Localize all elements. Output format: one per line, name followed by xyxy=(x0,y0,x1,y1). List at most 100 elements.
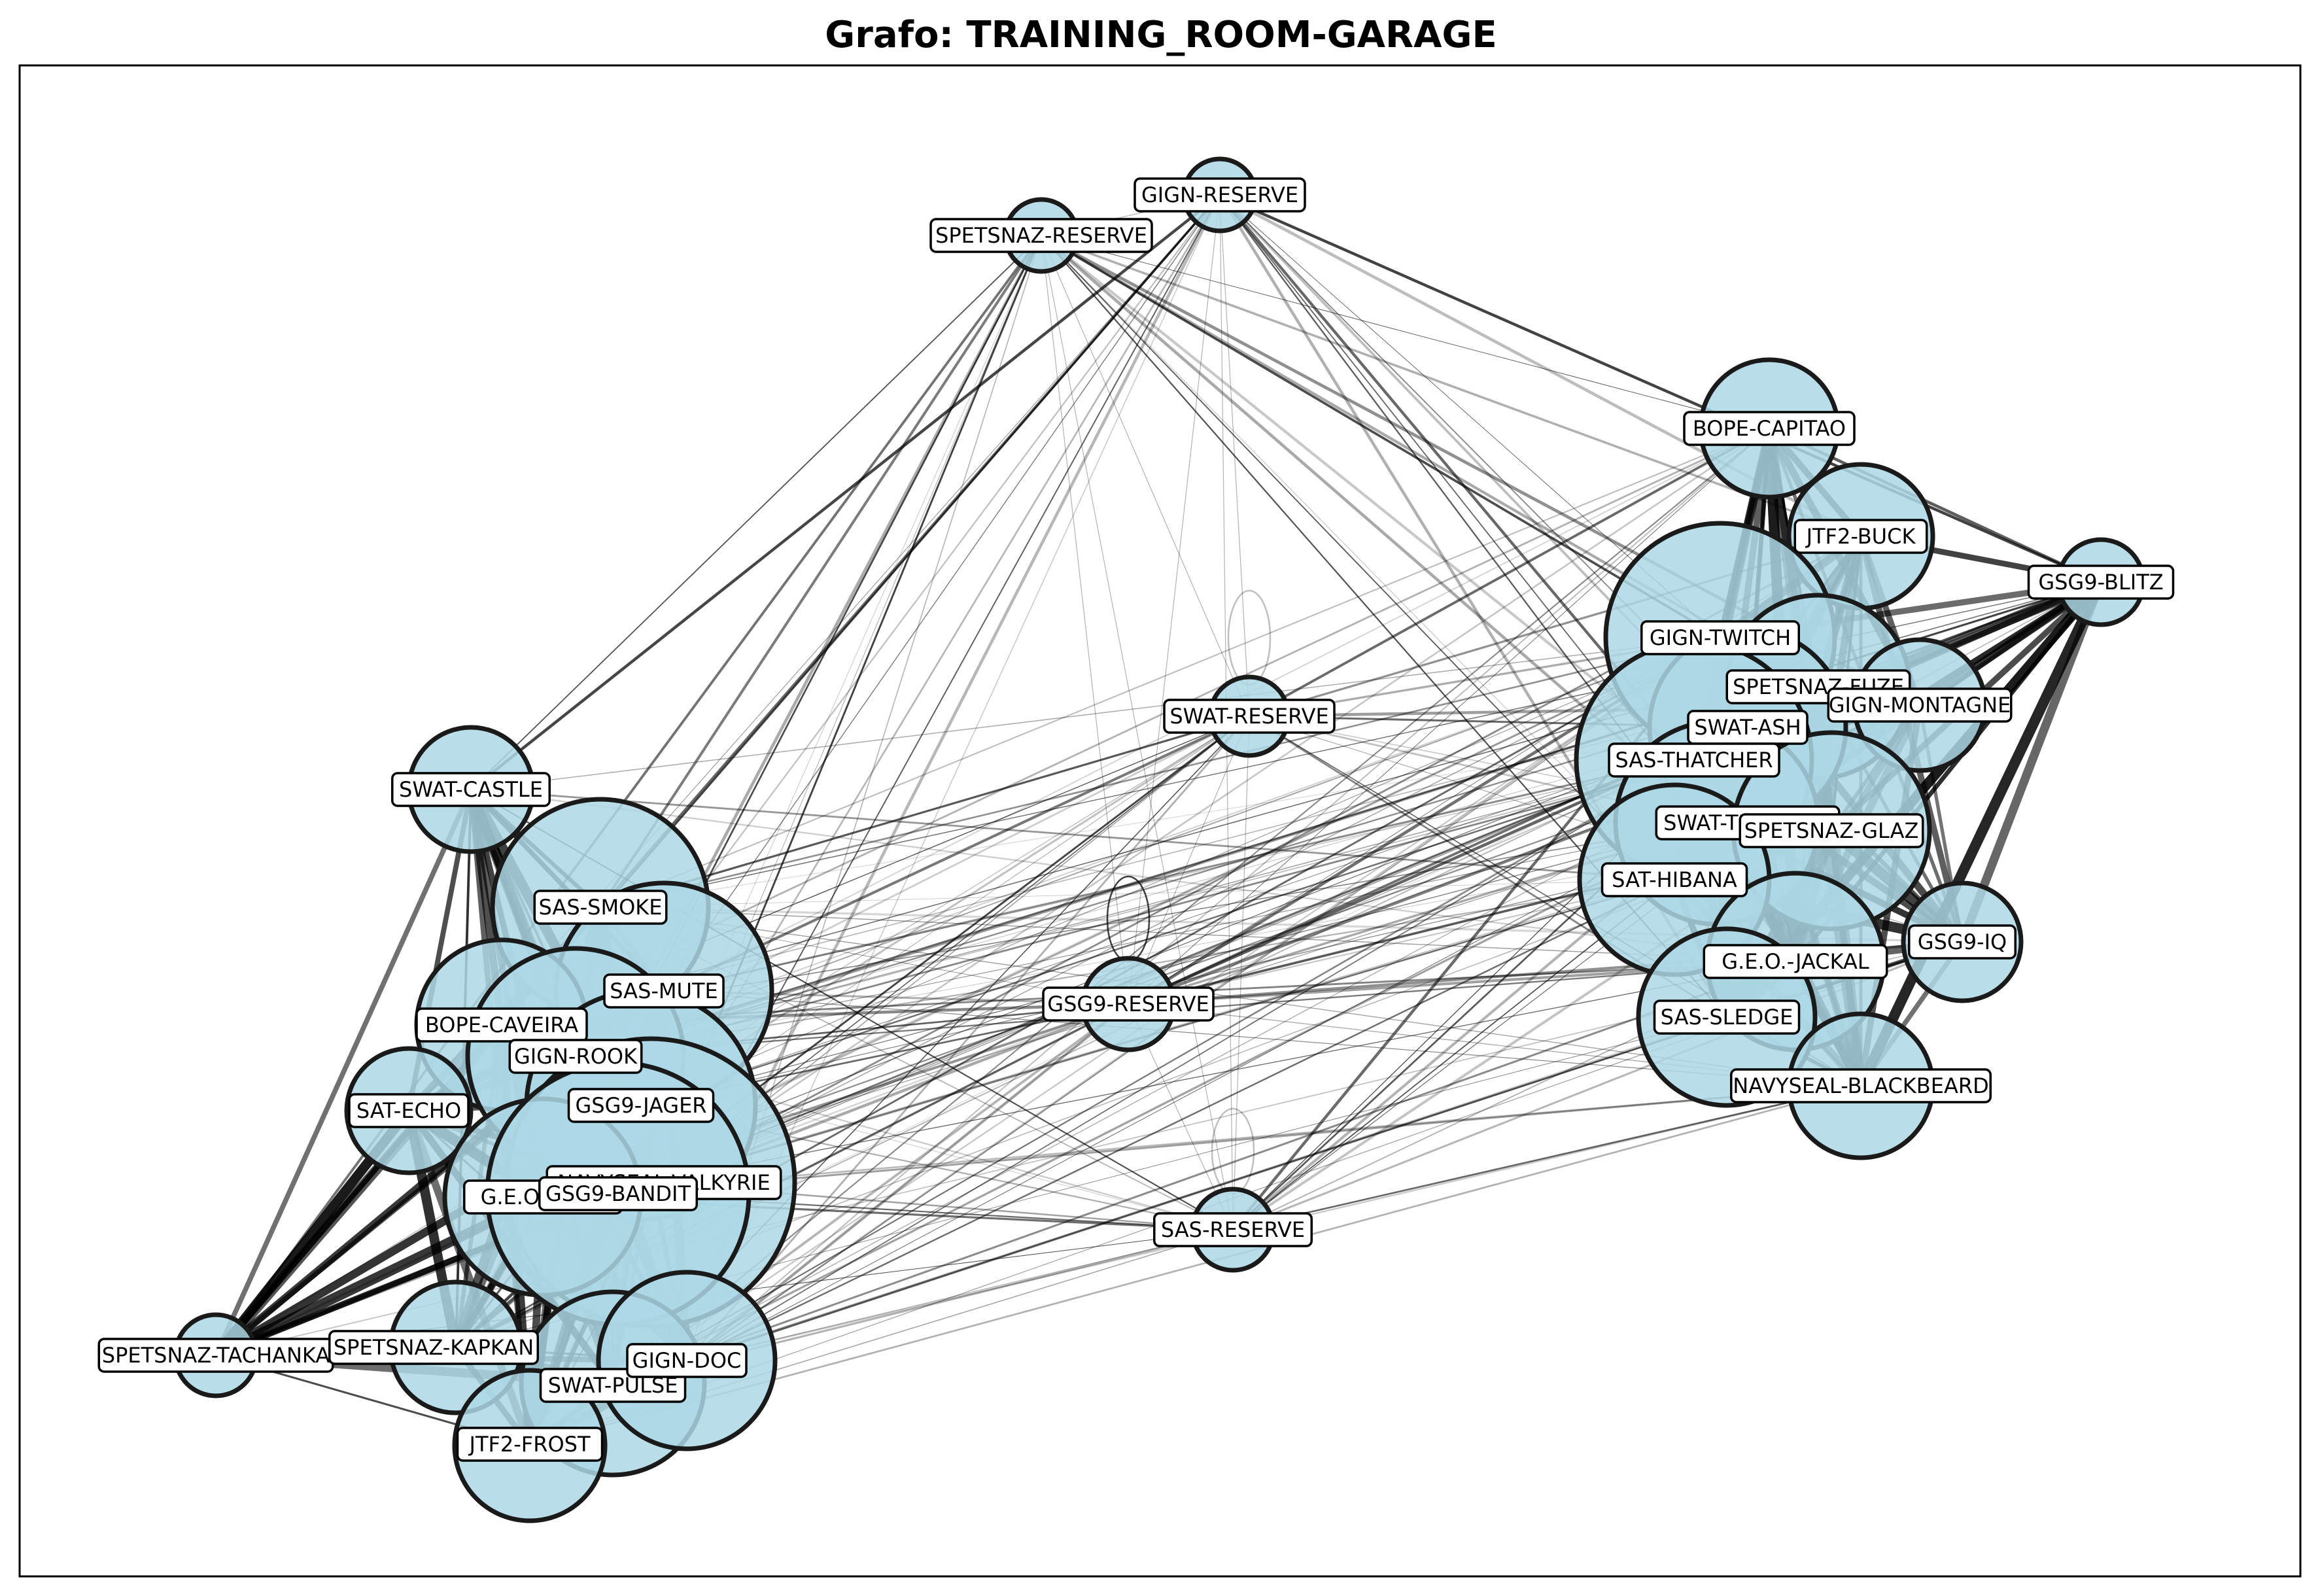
plot-frame xyxy=(18,64,2302,1578)
node-label-box xyxy=(1703,944,1888,979)
node-label-box xyxy=(1134,177,1306,213)
node-label-box xyxy=(1730,1068,1992,1103)
node-label-box xyxy=(456,1427,604,1462)
edge-SAS-SMOKE-SWAT-ASH xyxy=(600,727,1748,908)
edge-SPETSNAZ-RESERVE-SWAT-RESERVE xyxy=(1041,235,1250,717)
node-label-box xyxy=(1163,699,1336,734)
edge-GIGN-RESERVE-SWAT-CASTLE xyxy=(470,194,1221,791)
node-label-jtf2-buck: JTF2-BUCK xyxy=(1793,519,1928,554)
edge-SPETSNAZ-RESERVE-JTF2-BUCK xyxy=(1041,234,1861,538)
edge-SAS-SMOKE-GIGN-TWITCH xyxy=(600,636,1721,909)
node-label-text: SAS-MUTE xyxy=(610,979,718,1003)
edge-GIGN-DOC-SAS-SLEDGE xyxy=(686,1016,1727,1362)
node-label-g.e.o.-jackal: G.E.O.-JACKAL xyxy=(1703,944,1888,979)
node-label-text: GSG9-RESERVE xyxy=(1047,992,1209,1016)
node-label-sas-mute: SAS-MUTE xyxy=(603,973,725,1009)
node-label-spetsnaz-glaz: SPETSNAZ-GLAZ xyxy=(1739,813,1924,848)
node-label-sas-sledge: SAS-SLEDGE xyxy=(1653,999,1801,1035)
edge-SWAT-RESERVE-SAS-SMOKE xyxy=(600,715,1250,909)
node-label-box xyxy=(415,1007,588,1043)
node-label-bope-capitao: BOPE-CAPITAO xyxy=(1683,411,1856,446)
node-label-sat-hibana: SAT-HIBANA xyxy=(1601,862,1748,897)
node-label-spetsnaz-reserve: SPETSNAZ-RESERVE xyxy=(929,218,1153,253)
edge-SWAT-PULSE-SAS-THATCHER xyxy=(612,759,1695,1384)
node-label-gign-rook: GIGN-ROOK xyxy=(508,1039,643,1074)
node-label-box xyxy=(391,772,551,807)
node-label-sas-thatcher: SAS-THATCHER xyxy=(1608,742,1780,778)
node-label-gsg9-bandit: GSG9-BANDIT xyxy=(538,1176,698,1211)
node-label-box xyxy=(538,1176,698,1211)
node-label-swat-ash: SWAT-ASH xyxy=(1687,710,1809,745)
node-label-text: SAT-ECHO xyxy=(356,1098,461,1123)
edge-SWAT-CASTLE-G.E.O.-JACKAL xyxy=(470,788,1796,963)
node-label-text: GIGN-ROOK xyxy=(514,1044,638,1069)
edge-SWAT-RESERVE-GSG9-RESERVE xyxy=(1128,716,1250,1005)
node-label-box xyxy=(1042,986,1215,1022)
node-label-text: SAS-SMOKE xyxy=(539,895,663,920)
node-label-gign-montagne: GIGN-MONTAGNE xyxy=(1827,687,2013,723)
node-label-spetsnaz-fuze: SPETSNAZ-FUZE xyxy=(1725,669,1911,704)
edge-GSG9-RESERVE-BOPE-CAPITAO xyxy=(1128,428,1770,1005)
edge-GIGN-DOC-SAS-THATCHER xyxy=(686,759,1695,1361)
edge-GSG9-RESERVE-GIGN-DOC xyxy=(685,1003,1130,1362)
node-label-text: GIGN-TWITCH xyxy=(1650,625,1791,650)
edge-SPETSNAZ-RESERVE-GSG9-RESERVE xyxy=(1041,235,1129,1005)
node-label-text: SPETSNAZ-RESERVE xyxy=(935,223,1147,248)
edge-SPETSNAZ-RESERVE-SAT-HIBANA xyxy=(1041,235,1675,880)
edge-SPETSNAZ-RESERVE-SAS-SMOKE xyxy=(599,234,1043,909)
edge-SPETSNAZ-RESERVE-SWAT-CASTLE xyxy=(470,235,1042,790)
node-label-spetsnaz-kapkan: SPETSNAZ-KAPKAN xyxy=(328,1330,539,1365)
node-label-text: JTF2-FROST xyxy=(468,1432,591,1457)
node-label-sas-smoke: SAS-SMOKE xyxy=(533,890,668,925)
edge-GSG9-BLITZ-NAVYSEAL-BLACKBEARD xyxy=(1856,580,2106,1088)
edge-GIGN-DOC-SWAT-ASH xyxy=(686,727,1748,1361)
edge-NAVYSEAL-VALKYRIE-G.E.O.-JACKAL xyxy=(650,961,1796,1183)
node-label-swat-reserve: SWAT-RESERVE xyxy=(1163,699,1336,734)
node-label-text: JTF2-BUCK xyxy=(1805,524,1916,549)
node-label-box xyxy=(533,890,668,925)
edge-SPETSNAZ-RESERVE-SPETSNAZ-TACHANKA xyxy=(215,234,1043,1357)
edge-GIGN-RESERVE-GSG9-BLITZ xyxy=(1219,193,2102,584)
node-label-gsg9-reserve: GSG9-RESERVE xyxy=(1042,986,1215,1022)
node-label-text: SPETSNAZ-KAPKAN xyxy=(334,1335,534,1360)
node-label-box xyxy=(1601,862,1748,897)
node-label-text: GIGN-MONTAGNE xyxy=(1829,693,2011,718)
node-label-text: BOPE-CAPITAO xyxy=(1693,416,1846,441)
node-label-text: GIGN-DOC xyxy=(632,1348,742,1373)
node-label-swat-castle: SWAT-CASTLE xyxy=(391,772,551,807)
node-label-text: GIGN-RESERVE xyxy=(1141,182,1298,207)
node-label-text: SWAT-ASH xyxy=(1694,715,1801,740)
edge-SPETSNAZ-RESERVE-SAS-THATCHER xyxy=(1040,234,1695,761)
edge-GIGN-DOC-BOPE-CAPITAO xyxy=(686,428,1770,1361)
node-label-gsg9-jager: GSG9-JAGER xyxy=(567,1088,715,1123)
edge-GIGN-RESERVE-SWAT-RESERVE xyxy=(1219,194,1250,717)
node-label-text: GSG9-BLITZ xyxy=(2038,570,2163,595)
node-label-box xyxy=(1739,813,1924,848)
node-label-text: GSG9-JAGER xyxy=(575,1093,706,1118)
edge-SAS-RESERVE-NAVYSEAL-BLACKBEARD xyxy=(1232,1084,1861,1231)
edge-SPETSNAZ-RESERVE-GIGN-TWITCH xyxy=(1041,234,1721,639)
node-label-box xyxy=(508,1039,643,1074)
edge-SWAT-RESERVE-BOPE-CAPITAO xyxy=(1249,427,1770,718)
node-label-text: NAVYSEAL-BLACKBEARD xyxy=(1733,1073,1988,1098)
node-label-text: GSG9-IQ xyxy=(1918,929,2007,954)
node-label-box xyxy=(626,1343,748,1378)
labels-layer: SPETSNAZ-RESERVE GIGN-RESERVE BOPE-CAPITAO… xyxy=(97,177,2175,1462)
node-label-jtf2-frost: JTF2-FROST xyxy=(456,1427,604,1462)
edge-SWAT-CASTLE-GIGN-TWITCH xyxy=(470,637,1721,790)
node-label-gign-twitch: GIGN-TWITCH xyxy=(1640,620,1800,655)
node-label-box xyxy=(1683,411,1856,446)
node-label-bope-caveira: BOPE-CAVEIRA xyxy=(415,1007,588,1043)
edge-SWAT-RESERVE-GIGN-DOC xyxy=(685,716,1251,1361)
node-label-box xyxy=(603,973,725,1009)
node-label-box xyxy=(1608,742,1780,778)
edge-SWAT-PULSE-G.E.O.-JACKAL xyxy=(612,960,1796,1385)
edge-NAVYSEAL-VALKYRIE-BOPE-CAPITAO xyxy=(650,427,1770,1184)
edge-GSG9-JAGER-GIGN-TWITCH xyxy=(640,637,1721,1106)
edge-GSG9-JAGER-SWAT-ASH xyxy=(640,727,1748,1106)
node-label-box xyxy=(929,218,1153,253)
edge-NAVYSEAL-VALKYRIE-GIGN-TWITCH xyxy=(650,637,1721,1183)
edge-SAS-SMOKE-BOPE-CAPITAO xyxy=(600,428,1770,908)
edge-SWAT-CASTLE-SAT-HIBANA xyxy=(470,788,1675,881)
node-label-text: BOPE-CAVEIRA xyxy=(425,1013,578,1037)
